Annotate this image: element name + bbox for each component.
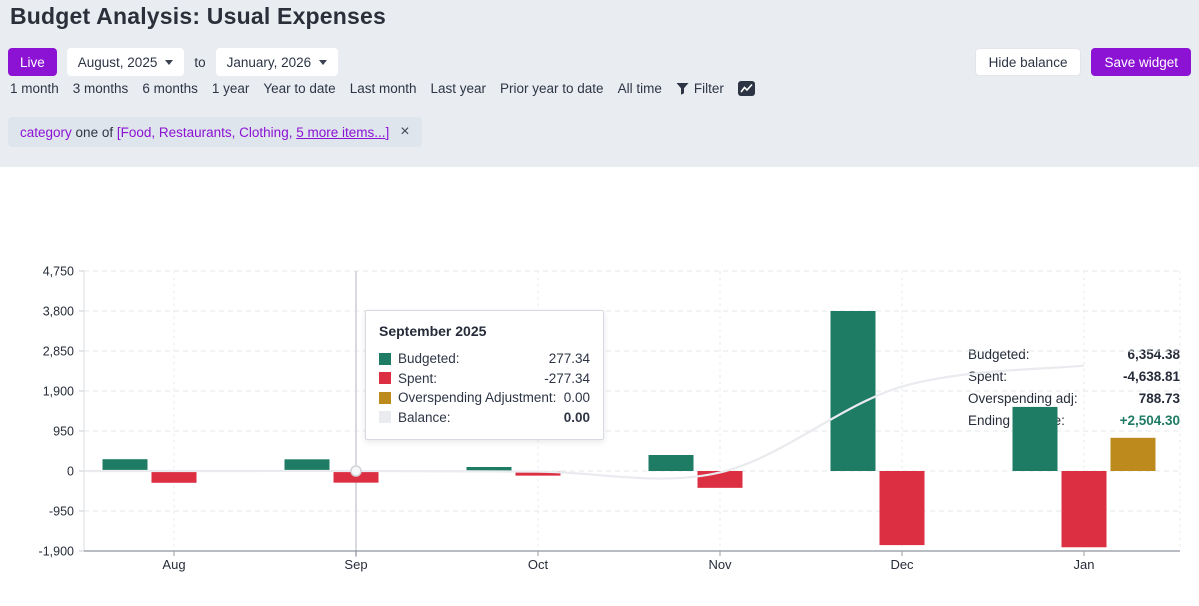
live-badge[interactable]: Live bbox=[8, 48, 57, 76]
chart-tooltip: September 2025 Budgeted: 277.34 Spent: -277… bbox=[365, 310, 604, 440]
filter-chip-category[interactable]: category one of [Food, Restaurants, Clot… bbox=[8, 117, 422, 147]
chip-close-icon[interactable]: × bbox=[400, 123, 410, 140]
chevron-down-icon bbox=[165, 59, 174, 65]
header: Budget Analysis: Usual Expenses Live Aug… bbox=[0, 0, 1199, 167]
summary-row: Overspending adj: 788.73 bbox=[968, 388, 1180, 410]
bar-budgeted-sep[interactable] bbox=[284, 459, 330, 471]
y-axis-label: 0 bbox=[67, 465, 74, 479]
chip-more-items-link[interactable]: 5 more items... bbox=[296, 124, 386, 140]
tooltip-row: Balance: 0.00 bbox=[379, 408, 590, 428]
x-axis-label: Sep bbox=[344, 557, 367, 572]
legend-swatch-icon bbox=[379, 391, 391, 404]
bar-budgeted-jan[interactable] bbox=[1012, 406, 1058, 471]
summary-value: -4,638.81 bbox=[1122, 369, 1180, 384]
bar-budgeted-dec[interactable] bbox=[830, 311, 876, 471]
filter-button-label: Filter bbox=[693, 81, 724, 96]
legend-swatch-icon bbox=[379, 372, 391, 385]
range-link-all-time[interactable]: All time bbox=[617, 81, 662, 96]
hover-dot bbox=[350, 465, 362, 477]
tooltip-row: Spent: -277.34 bbox=[379, 369, 590, 389]
x-axis-label: Dec bbox=[890, 557, 914, 572]
legend-swatch-icon bbox=[379, 411, 391, 424]
range-link-last-year[interactable]: Last year bbox=[430, 81, 487, 96]
date-to-select[interactable]: January, 2026 bbox=[215, 48, 339, 76]
bar-spent-dec[interactable] bbox=[879, 471, 925, 546]
tooltip-rows: Budgeted: 277.34 Spent: -277.34 Overspending… bbox=[379, 349, 590, 427]
range-link-last-month[interactable]: Last month bbox=[349, 81, 417, 96]
tooltip-label: Overspending Adjustment: bbox=[398, 390, 557, 405]
tooltip-title: September 2025 bbox=[379, 323, 487, 339]
y-axis-label: 4,750 bbox=[43, 265, 74, 279]
bar-spent-aug[interactable] bbox=[151, 471, 197, 483]
balance-line bbox=[84, 364, 1085, 480]
summary-value: 788.73 bbox=[1138, 391, 1180, 406]
range-link-6-months[interactable]: 6 months bbox=[142, 81, 198, 96]
bar-spent-jan[interactable] bbox=[1061, 471, 1107, 548]
y-axis-label: 1,900 bbox=[43, 385, 74, 399]
toolbar-right: Hide balance Save widget bbox=[974, 48, 1191, 76]
range-link-1-year[interactable]: 1 year bbox=[211, 81, 250, 96]
tooltip-label: Spent: bbox=[398, 370, 438, 386]
bar-budgeted-oct[interactable] bbox=[466, 467, 512, 471]
x-axis-label: Jan bbox=[1074, 557, 1095, 572]
toolbar: Live August, 2025 to January, 2026 Hide … bbox=[8, 48, 1191, 76]
tooltip-label: Budgeted: bbox=[398, 351, 460, 366]
x-axis-label: Aug bbox=[162, 557, 185, 572]
y-axis-label: -1,900 bbox=[39, 545, 74, 559]
range-link-prior-year-to-date[interactable]: Prior year to date bbox=[500, 81, 604, 96]
tooltip-value: 0.00 bbox=[563, 409, 590, 425]
filter-funnel-icon bbox=[676, 83, 689, 95]
y-axis-label: 950 bbox=[53, 425, 74, 439]
date-from-select[interactable]: August, 2025 bbox=[66, 48, 185, 76]
range-link-3-months[interactable]: 3 months bbox=[72, 81, 129, 96]
trend-line-icon bbox=[740, 83, 753, 93]
chevron-down-icon bbox=[319, 59, 328, 65]
page-title: Budget Analysis: Usual Expenses bbox=[10, 3, 387, 29]
bar-spent-oct[interactable] bbox=[515, 471, 561, 476]
filter-chip-row: category one of [Food, Restaurants, Clot… bbox=[8, 117, 422, 147]
hide-balance-button[interactable]: Hide balance bbox=[974, 48, 1082, 76]
tooltip-value: 277.34 bbox=[548, 351, 590, 366]
chart-type-toggle-icon[interactable] bbox=[737, 81, 755, 96]
x-axis-label: Oct bbox=[528, 557, 549, 572]
legend-swatch-icon bbox=[379, 352, 391, 365]
y-axis-label: -950 bbox=[49, 505, 74, 519]
tooltip-label: Balance: bbox=[398, 409, 451, 425]
tooltip-row: Overspending Adjustment: 0.00 bbox=[379, 388, 590, 408]
x-axis-label: Nov bbox=[708, 557, 732, 572]
tooltip-value: -277.34 bbox=[544, 370, 590, 386]
bar-budgeted-nov[interactable] bbox=[648, 455, 694, 471]
range-link-year-to-date[interactable]: Year to date bbox=[263, 81, 336, 96]
chip-bracket-close: ] bbox=[385, 124, 390, 140]
to-label: to bbox=[194, 54, 206, 70]
date-to-value: January, 2026 bbox=[226, 54, 312, 70]
bar-overspending-adjustment-jan[interactable] bbox=[1110, 437, 1156, 471]
date-from-value: August, 2025 bbox=[77, 54, 158, 70]
tooltip-value: 0.00 bbox=[563, 390, 590, 405]
save-widget-button[interactable]: Save widget bbox=[1091, 48, 1191, 76]
summary-label: Overspending adj: bbox=[968, 391, 1078, 406]
chip-operator: one of bbox=[75, 124, 114, 140]
tooltip-row: Budgeted: 277.34 bbox=[379, 349, 590, 369]
chip-values: [Food, Restaurants, Clothing, bbox=[116, 124, 293, 140]
y-axis-label: 3,800 bbox=[43, 305, 74, 319]
y-axis-label: 2,850 bbox=[43, 345, 74, 359]
chip-field: category bbox=[20, 124, 72, 140]
bar-budgeted-aug[interactable] bbox=[102, 459, 148, 471]
summary-value: +2,504.30 bbox=[1119, 413, 1180, 428]
range-link-1-month[interactable]: 1 month bbox=[10, 81, 59, 96]
bar-spent-sep[interactable] bbox=[333, 471, 379, 483]
filter-button[interactable]: Filter bbox=[676, 81, 724, 96]
quick-ranges-row: 1 month 3 months 6 months 1 year Year to dat… bbox=[10, 81, 755, 96]
